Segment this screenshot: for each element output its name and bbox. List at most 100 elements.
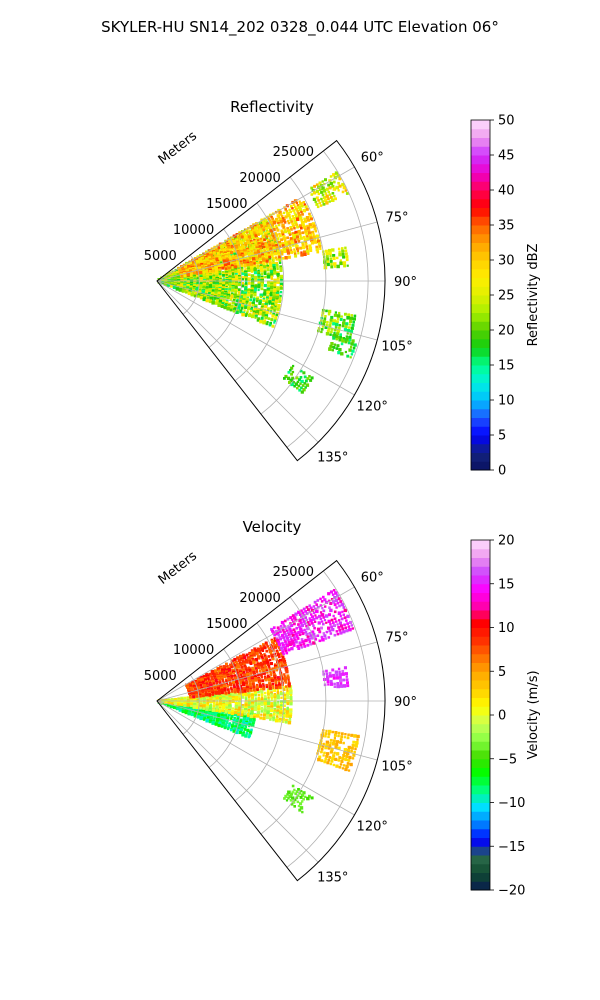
echo-pixel	[269, 293, 273, 297]
echo-pixel	[280, 626, 284, 630]
echo-pixel	[266, 222, 270, 226]
echo-pixel	[270, 253, 274, 257]
echo-pixel	[322, 202, 326, 206]
echo-pixel	[326, 329, 330, 333]
colorbar-tick-label: 0	[498, 464, 506, 479]
echo-pixel	[233, 689, 237, 693]
echo-pixel	[331, 668, 335, 672]
echo-pixel	[300, 793, 305, 797]
echo-pixel	[310, 238, 314, 243]
echo-pixel	[226, 296, 230, 300]
echo-pixel	[262, 258, 266, 262]
echo-pixel	[214, 266, 218, 270]
echo-pixel	[239, 241, 243, 244]
echo-pixel	[263, 654, 267, 658]
echo-pixel	[345, 192, 349, 195]
echo-pixel	[300, 623, 305, 627]
echo-pixel	[343, 736, 346, 739]
echo-pixel	[333, 262, 337, 266]
echo-pixel	[205, 707, 209, 711]
echo-pixel	[318, 181, 322, 185]
echo-pixel	[282, 218, 286, 222]
colorbar-segment	[471, 268, 490, 278]
echo-pixel	[266, 645, 270, 648]
echo-pixel	[339, 763, 343, 766]
echo-pixel	[298, 625, 301, 629]
echo-pixel	[257, 288, 260, 292]
echo-pixel	[308, 375, 311, 378]
echo-pixel	[261, 668, 265, 672]
echo-pixel	[249, 298, 252, 302]
echo-pixel	[280, 706, 283, 709]
echo-pixel	[217, 691, 221, 695]
echo-pixel	[316, 205, 320, 209]
echo-pixel	[278, 682, 281, 685]
echo-pixel	[187, 292, 191, 296]
echo-pixel	[234, 286, 238, 290]
echo-pixel	[321, 193, 325, 197]
echo-pixel	[306, 796, 310, 801]
echo-pixel	[275, 225, 278, 228]
echo-pixel	[214, 290, 218, 294]
echo-pixel	[346, 751, 350, 756]
echo-pixel	[329, 590, 333, 594]
echo-pixel	[337, 351, 341, 355]
echo-pixel	[331, 621, 335, 625]
echo-pixel	[282, 712, 286, 715]
echo-pixel	[300, 615, 303, 619]
echo-pixel	[261, 255, 265, 259]
echo-pixel	[266, 710, 270, 714]
echo-pixel	[256, 266, 260, 270]
echo-pixel	[195, 694, 198, 697]
echo-pixel	[266, 707, 270, 711]
echo-pixel	[193, 274, 196, 278]
echo-pixel	[264, 316, 268, 320]
echo-pixel	[281, 628, 285, 632]
echo-pixel	[250, 270, 254, 273]
echo-pixel	[282, 226, 286, 230]
echo-pixel	[262, 261, 266, 266]
echo-pixel	[273, 673, 276, 676]
echo-pixel	[295, 243, 298, 246]
echo-pixel	[256, 673, 260, 677]
echo-pixel	[241, 284, 245, 288]
echo-pixel	[234, 303, 238, 307]
echo-pixel	[244, 692, 248, 697]
echo-pixel	[252, 247, 256, 251]
echo-pixel	[216, 699, 219, 702]
echo-pixel	[252, 299, 255, 302]
echo-pixel	[351, 349, 355, 353]
echo-pixel	[289, 689, 293, 693]
echo-pixel	[254, 234, 258, 238]
echo-pixel	[283, 228, 286, 231]
echo-pixel	[225, 706, 228, 710]
echo-pixel	[192, 287, 196, 290]
echo-pixel	[210, 676, 214, 680]
echo-pixel	[249, 258, 252, 261]
echo-pixel	[228, 240, 232, 244]
echo-pixel	[345, 619, 348, 622]
echo-pixel	[270, 318, 274, 322]
echo-pixel	[289, 210, 292, 214]
echo-pixel	[261, 313, 266, 317]
echo-pixel	[260, 225, 264, 229]
echo-pixel	[305, 232, 309, 236]
echo-pixel	[279, 709, 283, 714]
echo-pixel	[232, 247, 235, 250]
echo-pixel	[234, 693, 238, 697]
echo-pixel	[298, 200, 301, 203]
echo-pixel	[217, 677, 221, 681]
echo-pixel	[297, 205, 301, 210]
echo-pixel	[239, 259, 243, 262]
echo-pixel	[294, 254, 298, 258]
echo-pixel	[342, 630, 346, 634]
echo-pixel	[334, 670, 339, 674]
echo-pixel	[309, 215, 312, 218]
echo-pixel	[255, 244, 259, 248]
echo-pixel	[346, 332, 349, 335]
echo-pixel	[336, 174, 340, 178]
echo-pixel	[329, 682, 334, 686]
echo-pixel	[276, 265, 279, 269]
echo-pixel	[292, 636, 296, 639]
echo-pixel	[299, 216, 303, 220]
